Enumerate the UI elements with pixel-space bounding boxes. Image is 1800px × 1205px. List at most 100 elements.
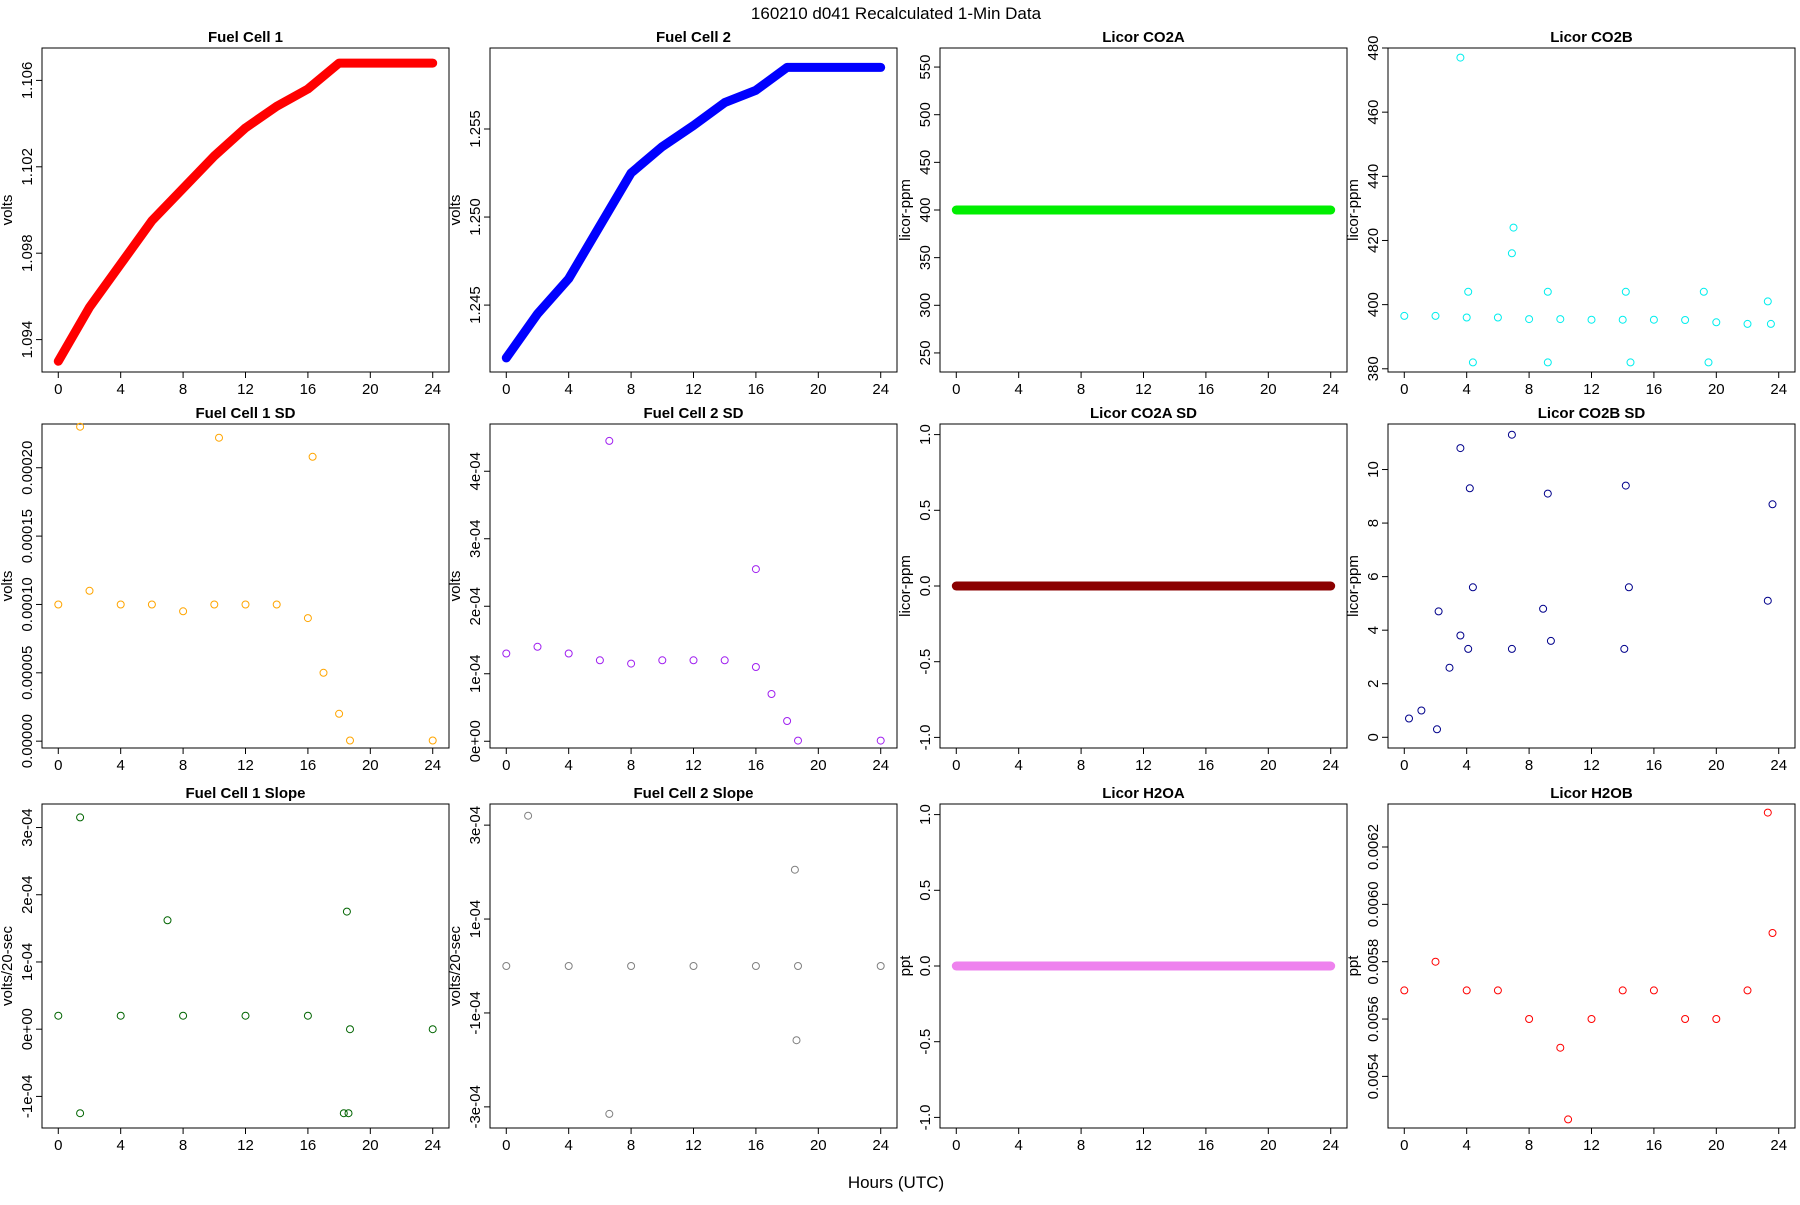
- panel-licor-h2oa: Licor H2OA ppt 0 4 8 12 16 20 24 -1.0 -0.5 0.0 0.5 1.…: [897, 785, 1348, 1154]
- data-point: [751, 663, 760, 671]
- data-point: [1400, 986, 1409, 995]
- data-point: [428, 736, 437, 745]
- data-point: [790, 865, 799, 874]
- data-point: [1326, 962, 1335, 970]
- data-point: [1543, 358, 1552, 367]
- x-tick-label: 16: [300, 381, 317, 398]
- data-point: [1525, 1015, 1534, 1023]
- x-tick-label: 8: [179, 1137, 187, 1154]
- y-tick-label: 1e-04: [467, 655, 484, 693]
- y-tick-label: 3e-04: [467, 806, 484, 844]
- data-point: [1564, 1115, 1573, 1124]
- data-point: [241, 1011, 250, 1020]
- data-point: [1712, 318, 1721, 327]
- data-point: [346, 59, 354, 68]
- x-tick-label: 24: [1770, 381, 1787, 398]
- data-point: [1546, 636, 1555, 645]
- data-point: [1556, 1043, 1565, 1052]
- data-point: [564, 962, 573, 970]
- data-point: [1763, 297, 1772, 306]
- x-tick-label: 12: [237, 1137, 254, 1154]
- x-tick-label: 4: [1015, 757, 1023, 774]
- data-point: [1507, 249, 1516, 258]
- data-point: [210, 152, 219, 160]
- data-point: [689, 121, 698, 130]
- data-point: [272, 102, 281, 111]
- y-tick-label: 550: [917, 55, 934, 80]
- x-tick-label: 20: [810, 1137, 827, 1154]
- x-tick-label: 24: [1770, 1137, 1787, 1154]
- data-point: [1681, 1015, 1690, 1023]
- data-point: [1465, 484, 1474, 493]
- data-point: [346, 736, 354, 745]
- y-tick-label: -0.5: [917, 649, 934, 675]
- y-tick-label: 380: [1365, 356, 1382, 381]
- data-point: [1456, 53, 1465, 62]
- y-axis-label: licor-ppm: [897, 179, 914, 241]
- data-point: [179, 184, 188, 193]
- x-tick-label: 16: [1646, 381, 1663, 398]
- y-tick-label: -1e-04: [19, 1075, 36, 1118]
- x-tick-label: 20: [1708, 757, 1725, 774]
- data-point: [1456, 444, 1465, 453]
- x-tick-label: 20: [362, 757, 379, 774]
- data-point: [1743, 319, 1752, 328]
- y-axis-label: volts/20-sec: [447, 925, 464, 1006]
- panel-title: Licor H2OA: [1102, 785, 1185, 802]
- x-tick-label: 8: [1525, 757, 1533, 774]
- data-point: [210, 600, 219, 609]
- data-point: [1445, 663, 1454, 672]
- data-point: [605, 1109, 614, 1118]
- data-point: [1462, 986, 1471, 995]
- data-point: [1649, 986, 1658, 995]
- y-tick-label: 0.0062: [1365, 824, 1382, 870]
- y-tick-label: 400: [1365, 292, 1382, 317]
- data-point: [308, 452, 317, 461]
- panel-title: Fuel Cell 2 SD: [643, 405, 743, 422]
- x-tick-label: 16: [1198, 381, 1215, 398]
- x-tick-label: 4: [117, 381, 125, 398]
- x-tick-label: 0: [952, 1137, 960, 1154]
- y-tick-label: 6: [1365, 572, 1382, 580]
- data-point: [1587, 315, 1596, 324]
- data-point: [1626, 358, 1635, 367]
- y-tick-label: -1e-04: [467, 991, 484, 1034]
- y-tick-label: 2e-04: [19, 876, 36, 914]
- y-tick-label: 1.0: [917, 804, 934, 825]
- y-tick-label: 10: [1365, 461, 1382, 478]
- data-point: [76, 813, 85, 822]
- data-point: [564, 649, 573, 658]
- panel-fuel-cell-1: Fuel Cell 1 volts 0 4 8 12 16 20 24 1.094 1.098 1.1…: [0, 29, 450, 398]
- x-tick-label: 0: [502, 1137, 510, 1154]
- x-tick-label: 24: [1322, 381, 1339, 398]
- data-point: [1763, 808, 1772, 817]
- data-point: [876, 962, 885, 970]
- data-point: [1431, 311, 1440, 320]
- data-point: [1624, 583, 1633, 592]
- y-tick-label: 0.0056: [1365, 996, 1382, 1042]
- y-tick-label: 450: [917, 150, 934, 175]
- x-tick-label: 16: [748, 1137, 765, 1154]
- data-point: [1468, 358, 1477, 367]
- x-tick-label: 20: [810, 381, 827, 398]
- panel-title: Fuel Cell 2 Slope: [633, 785, 753, 802]
- x-tick-label: 8: [1077, 757, 1085, 774]
- x-tick-label: 4: [117, 757, 125, 774]
- x-tick-label: 12: [1135, 1137, 1152, 1154]
- y-tick-label: 1.106: [19, 62, 36, 100]
- data-point: [794, 63, 802, 72]
- y-tick-label: 1.250: [467, 198, 484, 236]
- data-point: [1464, 644, 1473, 653]
- x-tick-label: 20: [1260, 757, 1277, 774]
- data-point: [751, 86, 760, 95]
- y-tick-label: 0.0: [917, 956, 934, 977]
- data-point: [1400, 311, 1409, 320]
- x-tick-label: 8: [179, 381, 187, 398]
- x-tick-label: 4: [1015, 381, 1023, 398]
- y-tick-label: 0.5: [917, 500, 934, 521]
- y-tick-label: 1.094: [19, 321, 36, 359]
- data-point: [1618, 315, 1627, 324]
- data-point: [344, 1109, 353, 1118]
- data-point: [116, 600, 125, 609]
